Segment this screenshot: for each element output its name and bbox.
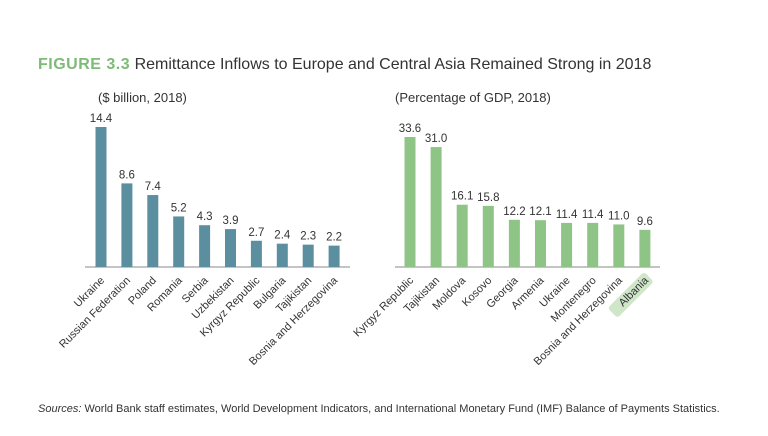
- right-bar-kosovo: [482, 205, 494, 267]
- right-value-label-armenia: 12.1: [529, 206, 551, 218]
- right-bar-kyrgyz-republic: [404, 137, 416, 267]
- left-chart-title: ($ billion, 2018): [98, 90, 187, 105]
- right-bar-tajikistan: [430, 147, 442, 267]
- left-value-label-russian-federation: 8.6: [119, 169, 135, 181]
- right-bar-georgia: [508, 219, 520, 267]
- right-bar-bosnia-and-herzegovina: [613, 224, 625, 267]
- left-bar-bulgaria: [276, 243, 288, 267]
- right-bar-albania: [639, 229, 651, 267]
- figure-title-text: Remittance Inflows to Europe and Central…: [134, 56, 652, 73]
- right-bar-armenia: [535, 220, 546, 267]
- right-category-label-albania: Albania: [617, 274, 652, 309]
- left-bar-tajikistan: [302, 244, 314, 267]
- right-value-label-ukraine: 11.4: [556, 209, 578, 221]
- left-value-label-serbia: 4.3: [197, 211, 213, 223]
- left-value-label-uzbekistan: 3.9: [223, 215, 239, 227]
- left-value-label-poland: 7.4: [145, 181, 162, 193]
- left-value-label-tajikistan: 2.3: [300, 231, 316, 243]
- right-value-label-albania: 9.6: [637, 216, 653, 228]
- right-value-label-moldova: 16.1: [451, 191, 473, 203]
- left-value-label-ukraine: 14.4: [90, 113, 113, 125]
- right-bar-ukraine: [561, 222, 573, 267]
- right-value-label-kyrgyz-republic: 33.6: [399, 123, 421, 135]
- right-value-label-kosovo: 15.8: [477, 192, 499, 204]
- left-value-label-romania: 5.2: [171, 202, 187, 214]
- left-value-label-kyrgyz-republic: 2.7: [248, 227, 264, 239]
- right-bar-montenegro: [587, 222, 599, 267]
- left-value-label-bosnia-and-herzegovina: 2.2: [326, 232, 342, 244]
- right-value-label-bosnia-and-herzegovina: 11.0: [608, 210, 630, 222]
- figure-title: FIGURE 3.3 Remittance Inflows to Europe …: [38, 56, 651, 74]
- right-value-label-montenegro: 11.4: [582, 209, 604, 221]
- left-bar-kyrgyz-republic: [250, 240, 262, 267]
- right-highlight-albania: [608, 273, 653, 317]
- left-bar-bosnia-and-herzegovina: [328, 245, 340, 267]
- right-value-label-georgia: 12.2: [503, 206, 525, 218]
- sources-label: Sources:: [38, 403, 82, 415]
- sources-note: Sources: World Bank staff estimates, Wor…: [38, 402, 728, 416]
- right-value-label-tajikistan: 31.0: [425, 133, 447, 145]
- figure-number: FIGURE 3.3: [38, 56, 131, 73]
- left-bar-uzbekistan: [225, 229, 236, 267]
- right-chart-title: (Percentage of GDP, 2018): [395, 90, 551, 105]
- left-bar-romania: [173, 216, 185, 267]
- left-bar-ukraine: [95, 127, 107, 267]
- right-bar-moldova: [456, 204, 468, 267]
- left-bar-serbia: [199, 225, 211, 267]
- left-bar-poland: [147, 195, 159, 267]
- left-bar-russian-federation: [121, 183, 133, 267]
- sources-text: World Bank staff estimates, World Develo…: [81, 403, 720, 415]
- left-value-label-bulgaria: 2.4: [274, 230, 291, 242]
